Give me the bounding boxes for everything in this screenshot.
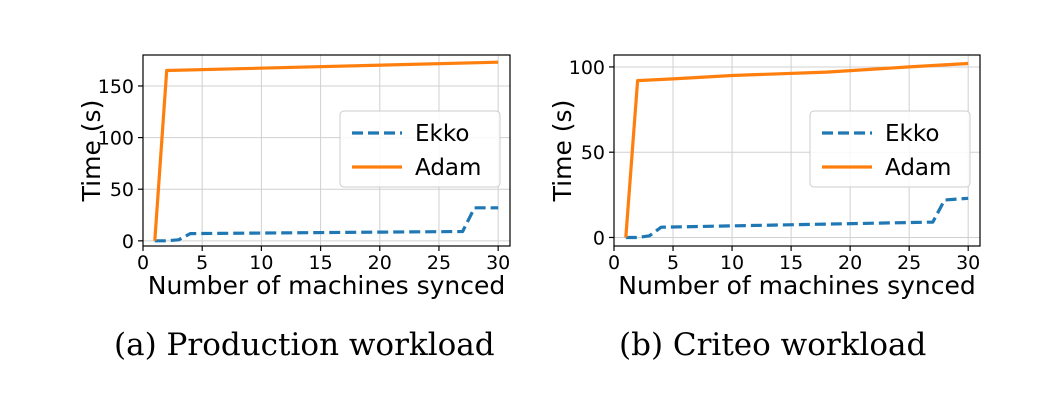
prod-xtick-label-5: 25 [427, 252, 451, 274]
criteo-series-ekko-line [625, 196, 969, 240]
prod-legend-label-adam: Adam [415, 155, 481, 181]
prod-series-ekko-line [154, 206, 499, 243]
criteo-series-adam-line [624, 61, 969, 238]
prod-xtick-label-3: 15 [308, 252, 332, 274]
criteo-legend-label-ekko: Ekko [885, 121, 939, 147]
criteo-plot-frame [613, 54, 981, 247]
criteo-xtick-label-3: 15 [779, 252, 803, 274]
caption-production: (a) Production workload [114, 327, 495, 363]
criteo-yaxis-label: Time (s) [548, 100, 577, 203]
criteo-xtick-label-1: 5 [667, 252, 679, 274]
criteo-xtick-label-6: 30 [956, 252, 980, 274]
prod-xaxis-label: Number of machines synced [148, 271, 505, 300]
criteo-xaxis-label: Number of machines synced [618, 271, 975, 300]
criteo-xtick-label-5: 25 [897, 252, 921, 274]
prod-xtick-label-1: 5 [196, 252, 208, 274]
prod-series-adam-line [153, 60, 499, 241]
prod-plot-frame [142, 54, 511, 247]
criteo-xtick-label-2: 10 [720, 252, 744, 274]
prod-legend-label-ekko: Ekko [415, 121, 469, 147]
criteo-xtick-label-0: 0 [608, 252, 620, 274]
prod-ytick-label-2: 100 [98, 128, 134, 150]
criteo-ytick-label-0: 0 [593, 227, 605, 249]
criteo-xtick-label-4: 20 [838, 252, 862, 274]
criteo-legend-label-adam: Adam [885, 155, 951, 181]
chart-criteo: 0 5 10 15 20 25 30 0 50 100 Number of machines syn… [548, 54, 981, 300]
caption-criteo: (b) Criteo workload [619, 327, 927, 363]
prod-yaxis-label: Time (s) [77, 100, 106, 203]
prod-xtick-label-4: 20 [368, 252, 392, 274]
chart-production: 0 5 10 15 20 25 30 0 50 100 150 Number of machines … [77, 54, 511, 300]
prod-xtick-label-2: 10 [249, 252, 273, 274]
prod-xtick-label-0: 0 [137, 252, 149, 274]
prod-ytick-label-1: 50 [110, 179, 134, 201]
prod-xtick-label-6: 30 [486, 252, 510, 274]
criteo-ytick-label-1: 50 [581, 142, 605, 164]
prod-ytick-label-3: 150 [98, 76, 134, 98]
prod-ytick-label-0: 0 [122, 231, 134, 253]
criteo-ytick-label-2: 100 [569, 57, 605, 79]
